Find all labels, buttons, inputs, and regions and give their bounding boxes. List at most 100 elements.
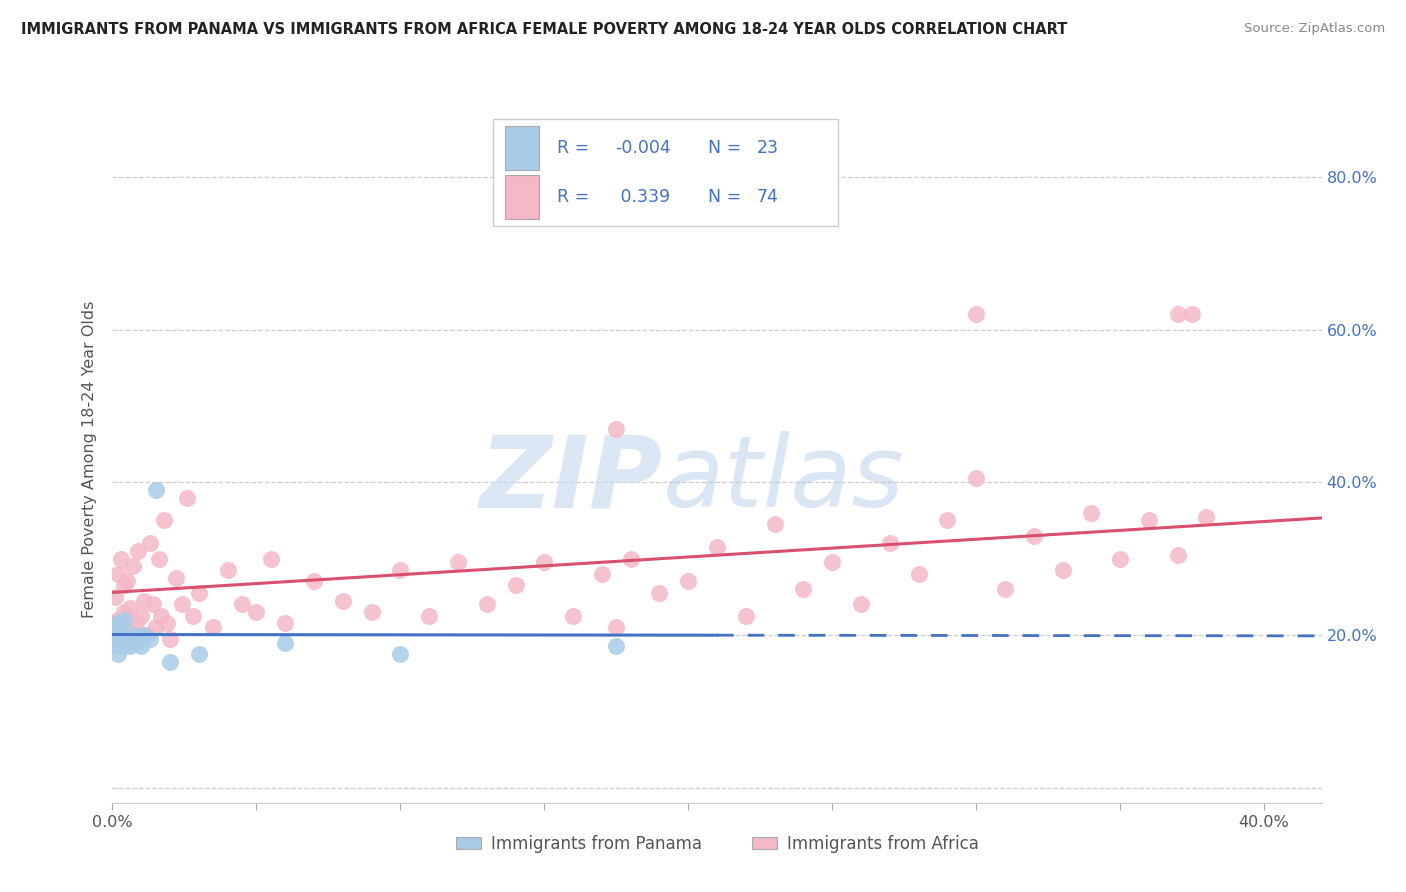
Immigrants from Africa	[104, 628, 127, 642]
Immigrants from Panama	[605, 640, 627, 654]
Text: N =: N =	[696, 139, 747, 157]
Immigrants from Panama	[145, 483, 167, 497]
Immigrants from Africa	[112, 578, 135, 592]
Bar	[506, 175, 540, 219]
Immigrants from Africa	[134, 593, 156, 607]
Immigrants from Panama	[129, 640, 152, 654]
Text: Source: ZipAtlas.com: Source: ZipAtlas.com	[1244, 22, 1385, 36]
Immigrants from Africa	[1052, 563, 1074, 577]
Immigrants from Africa	[965, 471, 987, 485]
Immigrants from Africa	[127, 544, 149, 558]
Legend: Immigrants from Panama, Immigrants from Africa: Immigrants from Panama, Immigrants from …	[449, 829, 986, 860]
Immigrants from Panama	[107, 624, 129, 639]
Immigrants from Africa	[389, 563, 412, 577]
Immigrants from Africa	[181, 608, 204, 623]
Text: -0.004: -0.004	[616, 139, 671, 157]
Immigrants from Panama	[274, 635, 297, 649]
Immigrants from Africa	[260, 551, 283, 566]
Immigrants from Africa	[159, 632, 181, 646]
Immigrants from Africa	[1137, 513, 1160, 527]
Immigrants from Panama	[110, 635, 132, 649]
Immigrants from Africa	[562, 608, 585, 623]
Immigrants from Africa	[821, 555, 844, 570]
Immigrants from Africa	[176, 491, 198, 505]
Immigrants from Africa	[620, 551, 643, 566]
Immigrants from Africa	[142, 598, 165, 612]
Immigrants from Africa	[505, 578, 527, 592]
Immigrants from Africa	[533, 555, 555, 570]
Immigrants from Panama	[112, 640, 135, 654]
Immigrants from Africa	[101, 616, 124, 631]
Immigrants from Panama	[107, 616, 129, 631]
Text: IMMIGRANTS FROM PANAMA VS IMMIGRANTS FROM AFRICA FEMALE POVERTY AMONG 18-24 YEAR: IMMIGRANTS FROM PANAMA VS IMMIGRANTS FRO…	[21, 22, 1067, 37]
Immigrants from Panama	[104, 632, 127, 646]
FancyBboxPatch shape	[494, 120, 838, 226]
Immigrants from Africa	[110, 632, 132, 646]
Immigrants from Africa	[107, 566, 129, 581]
Immigrants from Panama	[121, 628, 143, 642]
Immigrants from Africa	[302, 574, 325, 589]
Immigrants from Africa	[849, 598, 872, 612]
Immigrants from Africa	[1080, 506, 1102, 520]
Immigrants from Africa	[1167, 548, 1189, 562]
Immigrants from Africa	[121, 559, 143, 574]
Text: 23: 23	[756, 139, 779, 157]
Immigrants from Panama	[115, 632, 138, 646]
Immigrants from Panama	[101, 640, 124, 654]
Bar	[506, 126, 540, 170]
Immigrants from Panama	[187, 647, 209, 661]
Immigrants from Africa	[763, 517, 786, 532]
Immigrants from Africa	[475, 598, 498, 612]
Immigrants from Africa	[202, 620, 225, 634]
Immigrants from Panama	[389, 647, 412, 661]
Immigrants from Africa	[1181, 307, 1204, 321]
Immigrants from Africa	[734, 608, 756, 623]
Immigrants from Africa	[591, 566, 613, 581]
Immigrants from Africa	[115, 574, 138, 589]
Text: atlas: atlas	[662, 432, 904, 528]
Immigrants from Africa	[1109, 551, 1132, 566]
Immigrants from Panama	[139, 632, 162, 646]
Immigrants from Africa	[145, 620, 167, 634]
Immigrants from Africa	[447, 555, 470, 570]
Immigrants from Africa	[153, 513, 176, 527]
Immigrants from Africa	[136, 628, 159, 642]
Immigrants from Africa	[907, 566, 929, 581]
Immigrants from Africa	[418, 608, 440, 623]
Y-axis label: Female Poverty Among 18-24 Year Olds: Female Poverty Among 18-24 Year Olds	[82, 301, 97, 618]
Immigrants from Africa	[187, 586, 209, 600]
Immigrants from Africa	[792, 582, 814, 596]
Immigrants from Africa	[936, 513, 959, 527]
Immigrants from Panama	[134, 628, 156, 642]
Immigrants from Panama	[107, 647, 129, 661]
Immigrants from Africa	[139, 536, 162, 550]
Immigrants from Africa	[156, 616, 179, 631]
Immigrants from Africa	[605, 620, 627, 634]
Immigrants from Africa	[118, 601, 141, 615]
Immigrants from Africa	[245, 605, 267, 619]
Immigrants from Africa	[107, 613, 129, 627]
Immigrants from Africa	[129, 608, 152, 623]
Text: 74: 74	[756, 188, 779, 206]
Immigrants from Africa	[1167, 307, 1189, 321]
Immigrants from Africa	[170, 598, 193, 612]
Immigrants from Africa	[274, 616, 297, 631]
Immigrants from Africa	[879, 536, 901, 550]
Text: R =: R =	[557, 139, 595, 157]
Immigrants from Africa	[104, 590, 127, 604]
Immigrants from Africa	[150, 608, 173, 623]
Immigrants from Africa	[678, 574, 700, 589]
Immigrants from Africa	[965, 307, 987, 321]
Immigrants from Africa	[112, 605, 135, 619]
Immigrants from Africa	[605, 422, 627, 436]
Immigrants from Africa	[110, 551, 132, 566]
Immigrants from Africa	[231, 598, 253, 612]
Immigrants from Africa	[332, 593, 354, 607]
Immigrants from Panama	[112, 613, 135, 627]
Immigrants from Panama	[104, 620, 127, 634]
Immigrants from Africa	[148, 551, 170, 566]
Immigrants from Africa	[360, 605, 382, 619]
Immigrants from Africa	[165, 571, 187, 585]
Immigrants from Africa	[1022, 529, 1045, 543]
Immigrants from Africa	[706, 540, 728, 554]
